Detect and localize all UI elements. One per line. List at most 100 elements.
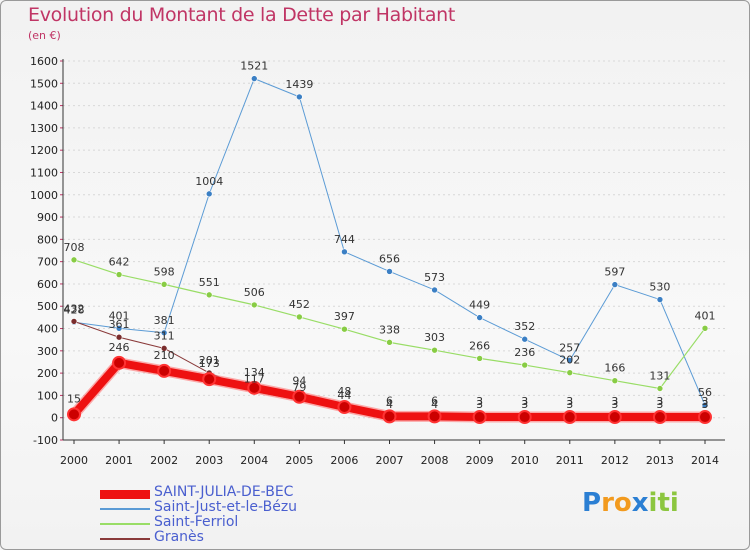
series-point xyxy=(160,329,168,337)
series-point xyxy=(386,268,393,275)
y-tick-label: 1600 xyxy=(30,55,58,68)
series-point xyxy=(472,410,487,425)
data-label: 744 xyxy=(334,233,355,246)
series-point xyxy=(292,389,307,404)
data-label: 246 xyxy=(109,341,130,354)
series-point xyxy=(250,301,258,309)
data-label: 3 xyxy=(656,395,663,408)
data-label: 236 xyxy=(514,346,535,359)
data-label: 401 xyxy=(109,309,130,322)
series-point xyxy=(341,248,348,256)
axes: -100 0 100 200 300 400 500 600 700 800 900 1000 1100… xyxy=(30,55,725,467)
series-point xyxy=(160,281,168,288)
x-tick-label: 2001 xyxy=(105,454,133,467)
data-label: 352 xyxy=(514,320,535,333)
series-point xyxy=(337,400,352,415)
data-label: 44 xyxy=(337,389,351,402)
y-tick-label: 1300 xyxy=(30,122,58,135)
series-point xyxy=(115,333,123,341)
data-label: 361 xyxy=(109,318,130,331)
data-label: 94 xyxy=(292,375,306,388)
data-label: 1521 xyxy=(240,60,268,73)
series-point xyxy=(296,93,303,101)
series-point xyxy=(247,380,262,395)
data-label: 449 xyxy=(469,299,490,312)
data-label: 56 xyxy=(698,386,712,399)
series-point xyxy=(341,325,348,333)
data-label: 432 xyxy=(64,302,85,315)
y-tick-label: 1100 xyxy=(30,166,58,179)
data-label: 4 xyxy=(386,398,393,411)
data-label: 428 xyxy=(64,303,85,316)
x-tick-label: 2004 xyxy=(240,454,268,467)
data-label: 257 xyxy=(559,341,580,354)
grid-lines xyxy=(63,60,725,441)
logo-letter: P xyxy=(582,488,602,518)
legend-label: SAINT-JULIA-DE-BEC xyxy=(154,484,294,500)
x-tick-label: 2008 xyxy=(421,454,449,467)
data-label: 6 xyxy=(431,394,438,407)
x-tick-label: 2014 xyxy=(691,454,719,467)
data-label: 401 xyxy=(695,309,716,322)
legend-label: Granès xyxy=(154,529,204,545)
data-label: 708 xyxy=(64,241,85,254)
series-point xyxy=(386,339,393,346)
y-tick-label: 0 xyxy=(51,412,58,425)
y-tick-label: 500 xyxy=(37,300,58,313)
data-label: 3 xyxy=(476,395,483,408)
y-tick-label: 100 xyxy=(37,389,58,402)
logo-letter: o xyxy=(613,488,632,518)
series-point xyxy=(566,369,574,376)
series-group xyxy=(67,75,712,425)
series-point xyxy=(427,409,442,424)
data-label: 173 xyxy=(199,357,220,370)
data-label: 573 xyxy=(424,271,445,284)
series-point xyxy=(476,314,483,321)
data-label: 452 xyxy=(289,298,310,311)
x-tick-label: 2010 xyxy=(511,454,539,467)
data-label: 210 xyxy=(154,349,175,362)
data-label: 642 xyxy=(109,256,130,269)
data-label: 397 xyxy=(334,310,355,323)
y-tick-label: 200 xyxy=(37,367,58,380)
x-tick-label: 2002 xyxy=(150,454,178,467)
proxiti-logo: Proxiti xyxy=(582,488,679,518)
data-label: 3 xyxy=(702,398,709,411)
series-point xyxy=(431,346,438,354)
chart-title: Evolution du Montant de la Dette par Hab… xyxy=(28,4,456,26)
series-point xyxy=(566,357,574,364)
data-label: 48 xyxy=(337,385,351,398)
chart-subtitle: (en €) xyxy=(28,29,61,42)
series-point xyxy=(476,355,483,362)
y-tick-label: 1200 xyxy=(30,144,58,157)
data-label: 201 xyxy=(199,354,220,367)
series-point xyxy=(250,75,258,82)
legend-swatch xyxy=(100,523,150,525)
data-label: 656 xyxy=(379,252,400,265)
series-point xyxy=(160,345,168,352)
series-point xyxy=(701,325,709,332)
data-label: 3 xyxy=(521,395,528,408)
x-tick-label: 2013 xyxy=(646,454,674,467)
data-label: 1439 xyxy=(285,78,313,91)
data-label: 3 xyxy=(521,398,528,411)
data-label: 311 xyxy=(154,329,175,342)
series-point xyxy=(656,296,664,303)
data-label: 117 xyxy=(244,373,265,386)
data-label: 530 xyxy=(649,281,670,294)
series-point xyxy=(70,256,78,264)
series-point xyxy=(656,385,664,392)
data-label: 598 xyxy=(154,265,175,278)
data-label: 79 xyxy=(292,381,306,394)
y-tick-label: 1500 xyxy=(30,77,58,90)
logo-letter: x xyxy=(631,488,649,518)
series-point xyxy=(205,291,213,299)
series-point xyxy=(611,377,619,384)
data-label: 381 xyxy=(154,314,175,327)
data-label: 134 xyxy=(244,366,265,379)
x-tick-label: 2012 xyxy=(601,454,629,467)
logo-letter: i xyxy=(648,488,658,518)
y-tick-label: 1400 xyxy=(30,100,58,113)
series-point xyxy=(521,361,529,369)
